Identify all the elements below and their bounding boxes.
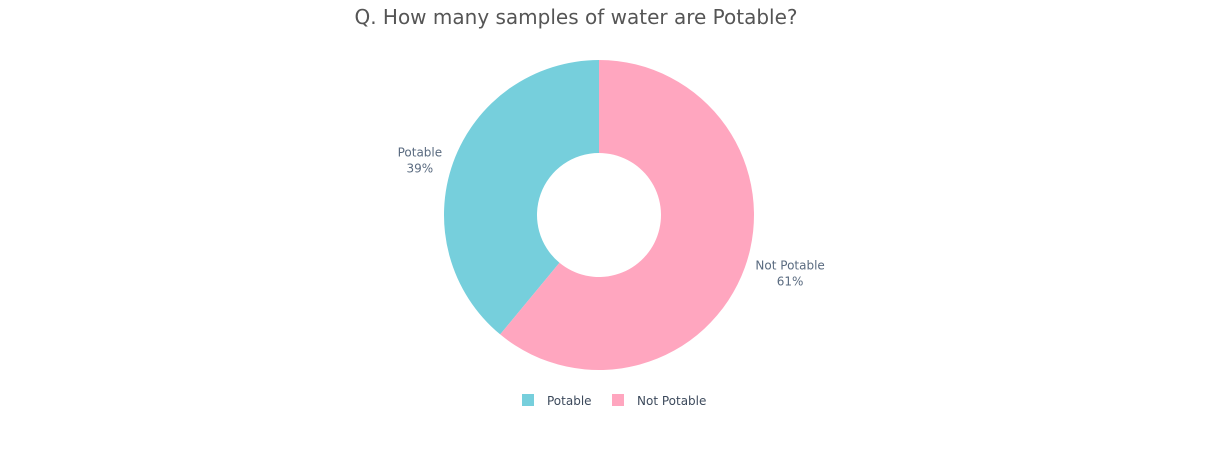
chart-title: Q. How many samples of water are Potable… [354,5,797,29]
slice-label-percent: 61% [777,275,804,289]
legend-label: Potable [547,394,592,408]
legend-label: Not Potable [637,394,706,408]
slice-not-potable[interactable] [500,60,754,370]
slice-label-name: Not Potable [755,259,824,273]
legend-item-potable[interactable]: Potable [522,394,592,408]
slice-label-name: Potable [398,145,443,159]
slice-labels-group: Potable 39% Not Potable 61% [398,145,825,288]
legend-swatch [522,394,534,406]
slices-group [443,60,754,370]
legend: Potable Not Potable [522,394,706,408]
legend-swatch [612,394,624,406]
slice-label-percent: 39% [407,161,434,175]
legend-item-not-potable[interactable]: Not Potable [612,394,706,408]
slice-potable[interactable] [443,60,599,335]
